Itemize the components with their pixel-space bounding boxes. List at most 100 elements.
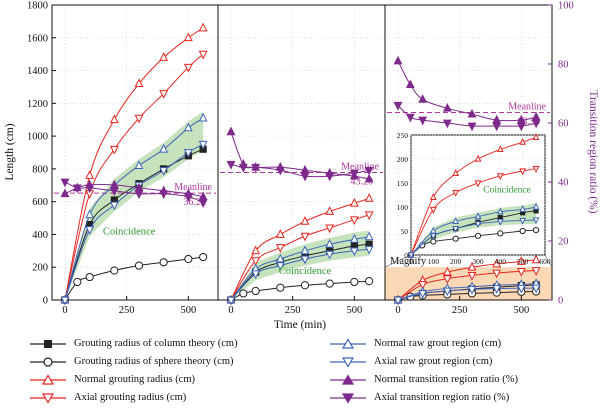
series-line xyxy=(64,256,204,301)
data-point xyxy=(474,180,482,188)
legend-item-normal-ratio: Normal transition region ratio (%) xyxy=(328,372,588,388)
series-5 xyxy=(226,231,374,304)
data-point xyxy=(429,193,437,200)
data-point xyxy=(226,126,236,136)
inset-y-tick-label: 0 xyxy=(404,251,408,260)
legend-marker-triangle-down-filled-icon xyxy=(330,393,366,404)
legend-marker-triangle-down-icon xyxy=(30,393,66,404)
data-point xyxy=(452,217,460,224)
data-point xyxy=(60,188,70,198)
series-3 xyxy=(60,22,208,304)
data-point xyxy=(350,277,359,287)
data-point xyxy=(350,242,358,250)
y-tick-label: 600 xyxy=(32,197,48,208)
x-tick-label: 500 xyxy=(346,305,362,316)
data-point xyxy=(533,208,539,214)
magnify-label: Magnify xyxy=(390,256,427,267)
data-point xyxy=(474,221,482,229)
legend-item-axial-grouting: Axial grouting radius (cm) xyxy=(28,390,298,406)
data-point xyxy=(109,114,119,124)
data-point xyxy=(531,284,541,294)
y2-tick-label: 20 xyxy=(558,237,569,248)
data-point xyxy=(325,172,335,182)
series-8 xyxy=(226,160,374,182)
inset-series-3 xyxy=(407,133,540,258)
data-point xyxy=(349,234,359,243)
inset-y-tick-label: 150 xyxy=(397,179,409,188)
data-point xyxy=(183,63,193,73)
data-point xyxy=(198,140,208,150)
legend-marker-square-icon xyxy=(30,340,66,348)
inset-x-tick-label: 500 xyxy=(517,257,529,266)
inset-y-tick-label: 250 xyxy=(397,131,409,140)
legend-label: Axial raw grout region (cm) xyxy=(374,356,493,367)
data-point xyxy=(85,170,95,179)
data-point xyxy=(467,108,477,118)
data-point xyxy=(405,79,415,89)
data-point xyxy=(349,169,359,179)
magnify-connector xyxy=(544,254,553,268)
data-point xyxy=(134,190,144,200)
data-point xyxy=(520,210,526,216)
data-point xyxy=(405,113,415,123)
legend-item-sphere-theory: Grouting radius of sphere theory (cm) xyxy=(28,354,298,370)
data-point xyxy=(452,235,459,242)
data-point xyxy=(275,166,285,176)
data-point xyxy=(531,267,541,276)
data-point xyxy=(159,143,169,153)
x-tick-label: 500 xyxy=(513,305,529,316)
data-point xyxy=(276,283,285,292)
data-point xyxy=(496,173,504,181)
x-tick-label: 250 xyxy=(119,305,135,316)
data-point xyxy=(251,286,260,296)
series-2 xyxy=(60,252,208,305)
data-point xyxy=(492,269,502,279)
data-point xyxy=(239,289,248,298)
data-point xyxy=(364,193,374,202)
data-point xyxy=(452,226,460,233)
series-7 xyxy=(393,55,541,124)
data-point xyxy=(198,112,208,122)
data-point xyxy=(519,137,527,145)
y2-tick-label: 80 xyxy=(558,60,569,71)
inset-x-tick-label: 600 xyxy=(539,257,551,266)
series-6 xyxy=(393,284,541,306)
series-8 xyxy=(393,101,541,132)
data-point xyxy=(393,55,403,65)
inset-y-tick-label: 50 xyxy=(401,227,409,236)
data-point xyxy=(109,187,119,197)
panel-2: Meanline 43.20 Coincidence xyxy=(220,126,383,306)
inset-x-tick-label: 200 xyxy=(450,257,462,266)
data-point xyxy=(532,202,540,210)
data-point xyxy=(429,206,437,214)
data-point xyxy=(519,205,527,212)
data-point xyxy=(251,270,261,280)
data-point xyxy=(110,196,118,204)
data-point xyxy=(532,226,540,234)
inset-x-tick-label: 100 xyxy=(428,257,440,266)
data-point xyxy=(134,160,144,169)
data-point xyxy=(60,296,70,306)
y2-tick-label: 60 xyxy=(558,119,569,130)
y2-tick-label: 100 xyxy=(558,1,574,12)
meanline-label: Meanline xyxy=(174,182,212,193)
data-point xyxy=(109,145,119,155)
data-point xyxy=(300,172,310,182)
data-point xyxy=(364,166,374,176)
data-point xyxy=(452,190,460,197)
data-point xyxy=(275,244,285,253)
data-point xyxy=(300,245,310,255)
data-point xyxy=(325,238,335,248)
data-point xyxy=(110,266,119,275)
data-point xyxy=(349,198,359,207)
inset-coincidence-label: Coincidence xyxy=(483,186,530,196)
data-point xyxy=(516,256,526,265)
data-point xyxy=(393,296,403,306)
data-point xyxy=(429,226,437,234)
panel-1: Meanline 36.22 Coincidence xyxy=(54,22,216,306)
data-point xyxy=(300,232,310,242)
data-point xyxy=(183,122,193,132)
data-point xyxy=(349,216,359,225)
x-tick-label: 0 xyxy=(62,305,67,316)
